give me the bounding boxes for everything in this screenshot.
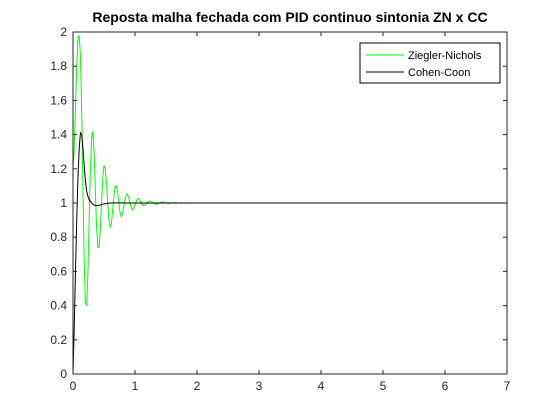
legend: Ziegler-Nichols Cohen-Coon (359, 42, 501, 84)
y-tick-label: 1.4 (50, 128, 67, 142)
legend-label-cohen-coon: Cohen-Coon (408, 67, 470, 79)
x-tick-label: 5 (380, 379, 387, 393)
x-tick-label: 1 (132, 379, 139, 393)
y-tick-label: 1.6 (50, 93, 67, 107)
axes-layer: 0 1 2 3 4 5 6 7 0 0.2 0.4 0.6 0.8 1 1.2 1.4 1.6 1.8 2 (50, 25, 510, 393)
x-tick-label: 6 (442, 379, 449, 393)
x-tick-label: 3 (256, 379, 263, 393)
y-tick-label: 0.4 (50, 299, 67, 313)
legend-label-ziegler-nichols: Ziegler-Nichols (408, 50, 482, 62)
y-tick-label: 0.8 (50, 230, 67, 244)
series-layer (72, 35, 507, 375)
y-tick-label: 2 (60, 25, 67, 39)
x-tick-label: 4 (318, 379, 325, 393)
y-tick-label: 0 (60, 367, 67, 381)
x-tick-label: 7 (504, 379, 511, 393)
y-tick-label: 1 (60, 196, 67, 210)
y-tick-label: 1.2 (50, 162, 67, 176)
x-tick-label: 0 (70, 379, 77, 393)
y-tick-label: 0.2 (50, 333, 67, 347)
chart-title: Reposta malha fechada com PID continuo s… (92, 9, 487, 25)
legend-box (359, 42, 501, 84)
y-tick-label: 1.8 (50, 59, 67, 73)
y-tick-label: 0.6 (50, 264, 67, 278)
series-line-cohen-coon (72, 131, 507, 375)
x-tick-label: 2 (194, 379, 201, 393)
